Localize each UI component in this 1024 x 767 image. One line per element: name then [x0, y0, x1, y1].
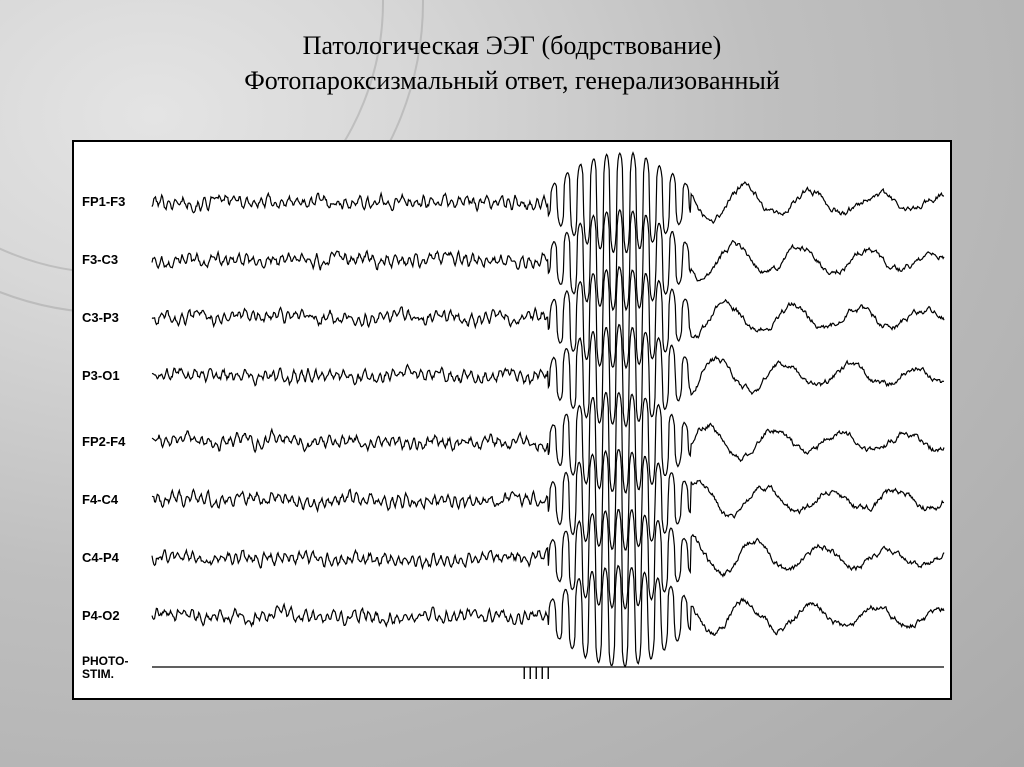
- eeg-trace-c4-p4: [152, 510, 944, 609]
- eeg-chart-frame: FP1-F3 F3-C3 C3-P3 P3-O1 FP2-F4 F4-C4 C4-P4 P4-…: [72, 140, 952, 700]
- eeg-trace-fp1-f3: [152, 153, 944, 253]
- channel-label-c4-p4: C4-P4: [82, 550, 119, 565]
- channel-label-p4-o2: P4-O2: [82, 608, 120, 623]
- channel-label-fp1-f3: FP1-F3: [82, 194, 125, 209]
- eeg-svg: [74, 142, 950, 698]
- title-line-2: Фотопароксизмальный ответ, генерализован…: [0, 63, 1024, 98]
- eeg-trace-fp2-f4: [152, 393, 944, 493]
- channel-label-c3-p3: C3-P3: [82, 310, 119, 325]
- eeg-trace-p3-o1: [152, 325, 944, 427]
- title-block: Патологическая ЭЭГ (бодрствование) Фотоп…: [0, 28, 1024, 98]
- photostim-label: PHOTO-STIM.: [82, 655, 128, 680]
- channel-label-fp2-f4: FP2-F4: [82, 434, 125, 449]
- eeg-trace-f3-c3: [152, 210, 944, 310]
- eeg-trace-f4-c4: [152, 450, 944, 550]
- channel-label-p3-o1: P3-O1: [82, 368, 120, 383]
- eeg-trace-p4-o2: [152, 566, 944, 667]
- title-line-1: Патологическая ЭЭГ (бодрствование): [0, 28, 1024, 63]
- channel-label-f4-c4: F4-C4: [82, 492, 118, 507]
- eeg-trace-c3-p3: [152, 267, 944, 368]
- channel-label-f3-c3: F3-C3: [82, 252, 118, 267]
